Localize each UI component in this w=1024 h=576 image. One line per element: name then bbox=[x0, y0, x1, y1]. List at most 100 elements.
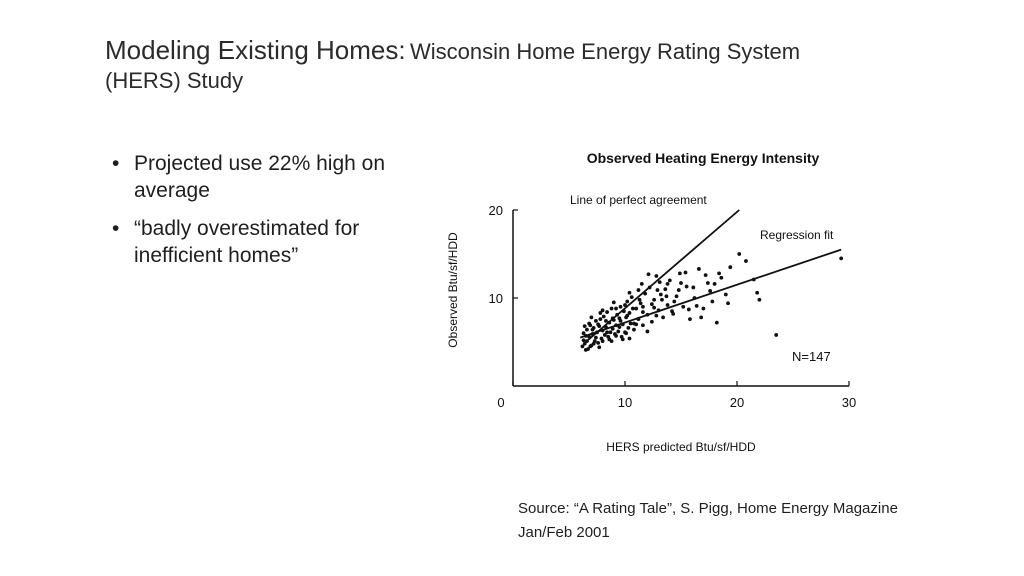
data-point bbox=[652, 305, 657, 310]
data-point bbox=[610, 326, 615, 331]
data-point bbox=[712, 282, 717, 286]
data-point bbox=[641, 304, 645, 309]
data-point bbox=[674, 294, 679, 299]
data-point bbox=[654, 313, 659, 318]
data-point bbox=[679, 281, 683, 285]
data-point bbox=[637, 297, 642, 302]
data-point bbox=[664, 294, 669, 299]
data-point bbox=[703, 273, 708, 278]
data-point bbox=[737, 252, 742, 256]
data-point bbox=[641, 323, 645, 328]
data-point bbox=[728, 265, 733, 270]
data-point bbox=[634, 306, 639, 311]
data-point bbox=[646, 272, 651, 277]
data-point bbox=[757, 297, 762, 302]
data-point bbox=[597, 345, 602, 350]
data-point bbox=[636, 317, 641, 322]
y-axis-label: Observed Btu/sf/HDD bbox=[446, 232, 460, 348]
data-point bbox=[751, 277, 756, 282]
data-point bbox=[624, 331, 629, 336]
chart-title: Observed Heating Energy Intensity bbox=[587, 150, 820, 166]
x-axis-label: HERS predicted Btu/sf/HDD bbox=[606, 440, 756, 454]
title-main: Modeling Existing Homes: bbox=[105, 35, 406, 65]
data-point bbox=[583, 333, 588, 338]
data-point bbox=[636, 288, 641, 292]
data-point bbox=[581, 331, 586, 336]
data-point bbox=[676, 288, 681, 292]
data-point bbox=[630, 306, 635, 311]
data-point bbox=[705, 281, 710, 285]
data-point bbox=[655, 288, 660, 292]
x-tick-label: 0 bbox=[497, 395, 504, 410]
data-point bbox=[598, 317, 603, 322]
data-point bbox=[643, 291, 648, 296]
data-point bbox=[588, 344, 593, 349]
data-point bbox=[641, 310, 645, 314]
bullet-item: • “badly overestimated for inefficient h… bbox=[112, 215, 412, 269]
data-points bbox=[580, 252, 844, 352]
data-point bbox=[585, 339, 589, 344]
data-point bbox=[587, 334, 592, 339]
data-point bbox=[667, 278, 672, 283]
data-point bbox=[596, 322, 601, 327]
data-point bbox=[638, 301, 643, 306]
data-point bbox=[591, 341, 596, 346]
data-point bbox=[607, 320, 612, 325]
data-point bbox=[605, 330, 609, 335]
data-point bbox=[611, 300, 616, 305]
data-point bbox=[608, 330, 613, 335]
data-point bbox=[600, 308, 605, 313]
data-point bbox=[639, 282, 644, 286]
data-point bbox=[582, 341, 587, 346]
data-point bbox=[654, 274, 659, 278]
data-point bbox=[628, 321, 633, 326]
data-point bbox=[625, 299, 630, 304]
data-point bbox=[593, 318, 598, 323]
data-point bbox=[677, 271, 682, 276]
data-point bbox=[665, 303, 670, 307]
data-point bbox=[589, 315, 594, 320]
data-point bbox=[652, 297, 657, 302]
data-point bbox=[582, 324, 587, 329]
data-point bbox=[645, 312, 650, 317]
data-point bbox=[590, 327, 595, 332]
data-point bbox=[593, 335, 598, 340]
axis-ticks: 0 10 20 30 10 20 bbox=[489, 203, 857, 410]
data-point bbox=[580, 344, 585, 349]
data-point bbox=[699, 315, 704, 320]
data-point bbox=[581, 338, 586, 343]
data-point bbox=[602, 333, 607, 337]
data-point bbox=[714, 320, 719, 325]
data-point bbox=[617, 325, 622, 329]
data-point bbox=[755, 290, 760, 295]
data-point bbox=[585, 327, 589, 332]
data-point bbox=[627, 336, 632, 341]
data-point bbox=[604, 325, 608, 329]
bullet-item: • Projected use 22% high on average bbox=[112, 150, 412, 204]
data-point bbox=[601, 314, 606, 319]
data-point bbox=[661, 315, 665, 320]
data-point bbox=[609, 339, 614, 344]
data-point bbox=[692, 296, 697, 300]
data-point bbox=[610, 316, 615, 321]
source-citation: Source: “A Rating Tale”, S. Pigg, Home E… bbox=[518, 500, 898, 541]
data-point bbox=[629, 295, 634, 300]
data-point bbox=[647, 285, 652, 290]
perfect-line-label: Line of perfect agreement bbox=[570, 193, 707, 207]
data-point bbox=[672, 299, 677, 304]
data-point bbox=[626, 326, 631, 330]
data-point bbox=[649, 302, 654, 307]
data-point bbox=[688, 317, 692, 322]
data-point bbox=[614, 306, 618, 311]
data-point bbox=[614, 323, 618, 328]
data-point bbox=[717, 271, 721, 276]
data-point bbox=[614, 333, 618, 338]
data-point bbox=[719, 275, 724, 280]
bullet-dot: • bbox=[112, 152, 120, 175]
data-point bbox=[670, 309, 674, 314]
data-point bbox=[694, 304, 699, 308]
data-point bbox=[627, 311, 632, 315]
data-point bbox=[649, 319, 654, 324]
data-point bbox=[658, 292, 663, 297]
